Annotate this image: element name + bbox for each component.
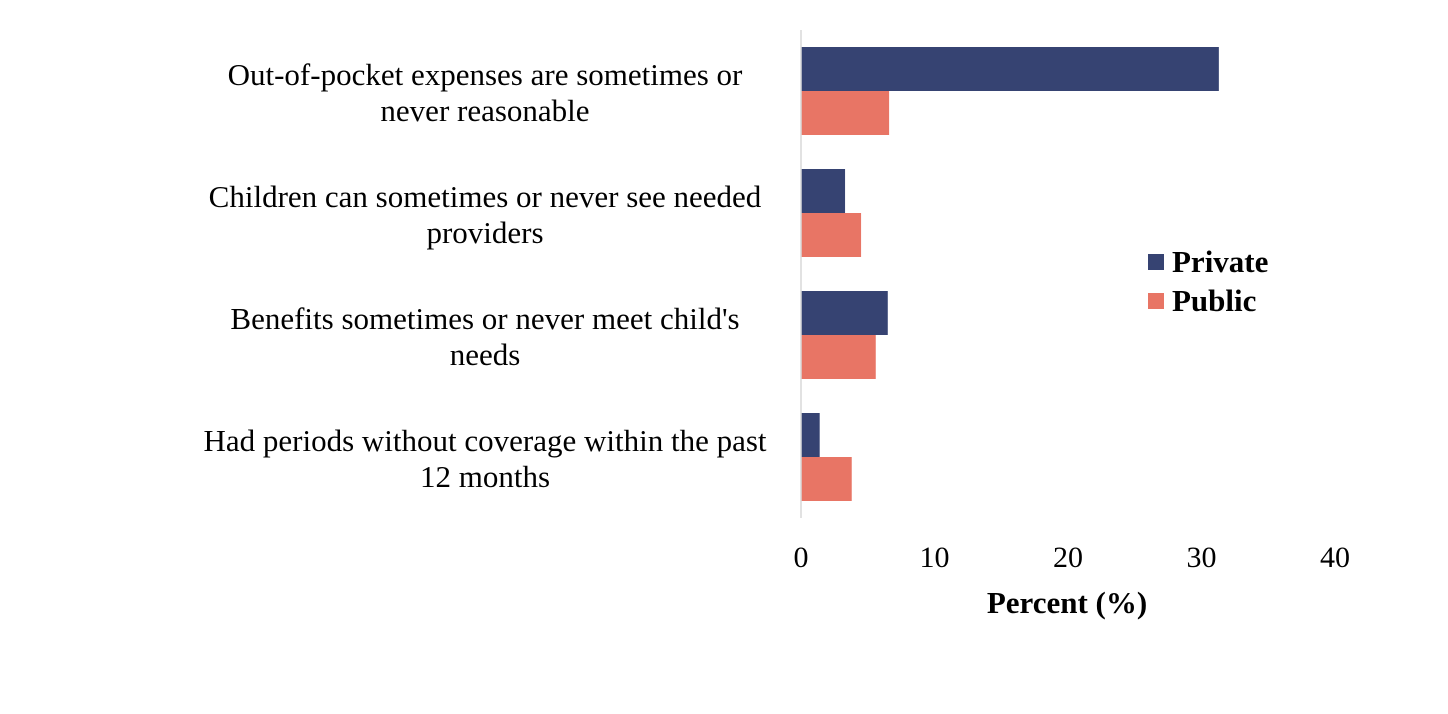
bar-public-4 xyxy=(801,457,852,501)
category-label-line: Had periods without coverage within the … xyxy=(203,423,766,458)
bar-private-3 xyxy=(801,291,888,335)
x-tick-label: 40 xyxy=(1320,541,1350,574)
category-label-line: Out-of-pocket expenses are sometimes or xyxy=(228,57,743,92)
x-tick-label: 20 xyxy=(1053,541,1083,574)
bars-group xyxy=(801,47,1219,501)
category-label-line: providers xyxy=(426,215,543,250)
x-tick-label: 10 xyxy=(920,541,950,574)
category-label-3: Benefits sometimes or never meet child's… xyxy=(230,301,739,372)
category-label-line: Children can sometimes or never see need… xyxy=(209,179,762,214)
bar-public-2 xyxy=(801,213,862,257)
category-label-line: needs xyxy=(450,337,521,372)
legend: Private Public xyxy=(1148,244,1268,318)
bar-private-4 xyxy=(801,413,820,457)
legend-label-private: Private xyxy=(1172,244,1268,279)
category-label-line: Benefits sometimes or never meet child's xyxy=(230,301,739,336)
bar-private-1 xyxy=(801,47,1219,91)
category-label-line: never reasonable xyxy=(380,93,589,128)
bar-public-3 xyxy=(801,335,876,379)
bar-private-2 xyxy=(801,169,846,213)
category-label-line: 12 months xyxy=(420,459,550,494)
x-tick-label: 0 xyxy=(794,541,809,574)
category-label-4: Had periods without coverage within the … xyxy=(203,423,766,494)
x-axis-ticks: 0 10 20 30 40 xyxy=(794,541,1351,574)
category-labels: Out-of-pocket expenses are sometimes or n… xyxy=(203,57,766,494)
legend-label-public: Public xyxy=(1172,283,1256,318)
x-axis-title: Percent (%) xyxy=(987,585,1147,620)
legend-swatch-public xyxy=(1148,293,1164,309)
bar-public-1 xyxy=(801,91,890,135)
legend-swatch-private xyxy=(1148,254,1164,270)
category-label-2: Children can sometimes or never see need… xyxy=(209,179,762,250)
x-tick-label: 30 xyxy=(1187,541,1217,574)
category-label-1: Out-of-pocket expenses are sometimes or n… xyxy=(228,57,743,128)
